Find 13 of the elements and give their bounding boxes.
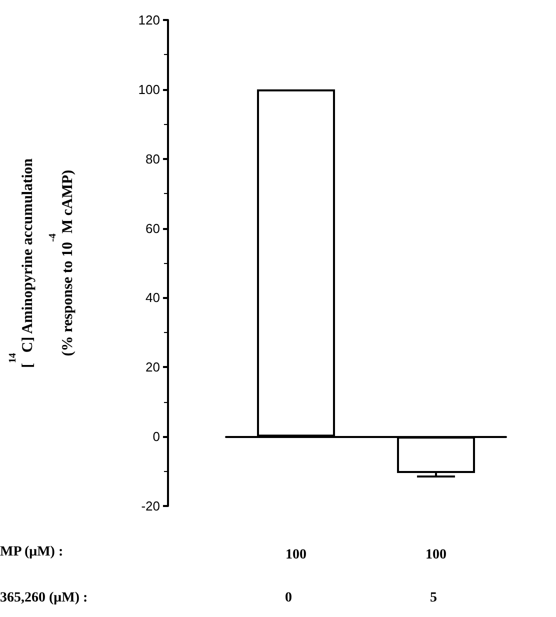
text: 0 (285, 590, 292, 606)
text: MP (μM) : (0, 544, 64, 560)
text: 5 (430, 590, 437, 606)
y-tick-label: 80 (146, 151, 160, 166)
y-tick-label: 60 (146, 220, 160, 236)
y-tick-label: 0 (152, 429, 160, 444)
text: [14C] Aminopyrine accumulation (% response to 10-4M cAMP) (8, 158, 76, 368)
y-tick-label: 120 (138, 12, 160, 28)
text: 365,260 (μM) : (0, 590, 88, 606)
y-tick-label: -20 (141, 498, 160, 514)
y-tick-label: 100 (138, 82, 160, 97)
y-tick-label: 40 (146, 290, 160, 306)
y-tick-label: 20 (146, 360, 160, 375)
